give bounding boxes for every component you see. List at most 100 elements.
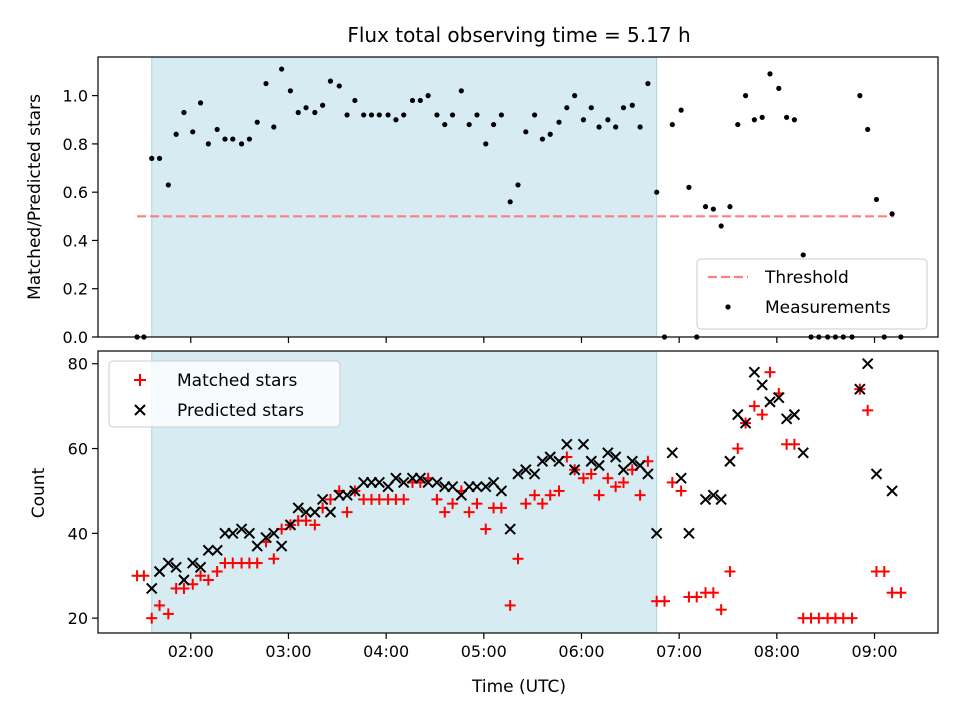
matched-star-point xyxy=(659,595,671,607)
measurement-point xyxy=(580,117,587,123)
matched-star-point xyxy=(732,443,744,455)
legend-predicted-swatch xyxy=(134,404,146,416)
predicted-star-point xyxy=(854,383,866,395)
predicted-star-point xyxy=(536,455,549,467)
measurement-point xyxy=(442,121,448,128)
predicted-star-point xyxy=(650,527,663,540)
measurement-point xyxy=(572,93,578,99)
predicted-star-point xyxy=(170,561,182,573)
measurement-point xyxy=(523,129,529,135)
matched-star-point xyxy=(471,498,483,510)
measurement-point xyxy=(344,112,350,118)
x-tick-label: 05:00 xyxy=(461,642,507,661)
predicted-star-point xyxy=(870,468,883,480)
bottom-plot: 20 40 60 80 02:00 03:00 04:00 05:00 06:00 07:00 08… xyxy=(68,350,939,661)
measurement-point xyxy=(865,126,871,133)
x-axis-label: Time (UTC) xyxy=(471,677,566,697)
matched-star-point xyxy=(610,481,622,493)
matched-star-point xyxy=(504,599,516,611)
measurement-point xyxy=(474,112,480,118)
measurement-point xyxy=(784,114,790,120)
measurement-point xyxy=(156,155,163,161)
predicted-star-point xyxy=(235,523,248,535)
matched-star-point xyxy=(602,472,614,484)
legend-measurement-swatch xyxy=(725,304,731,310)
measurement-point xyxy=(637,124,643,130)
bottom-ylabel: Count xyxy=(29,467,49,518)
predicted-star-point xyxy=(739,417,752,429)
predicted-star-point xyxy=(398,476,410,489)
measurement-point xyxy=(678,107,684,113)
predicted-star-point xyxy=(544,451,556,463)
matched-star-point xyxy=(715,604,727,616)
matched-star-point xyxy=(544,489,556,501)
measurement-point xyxy=(490,121,497,128)
measurement-point xyxy=(173,131,179,137)
x-tick-label: 03:00 xyxy=(265,642,311,661)
measurement-point xyxy=(873,196,880,203)
predicted-star-point xyxy=(577,438,590,451)
measurement-point xyxy=(230,136,236,142)
predicted-star-point xyxy=(284,519,297,531)
matched-star-point xyxy=(520,498,532,510)
y-tick-label: 0.8 xyxy=(63,135,88,154)
predicted-star-point xyxy=(227,527,239,540)
predicted-star-point xyxy=(260,531,272,544)
x-tick-label: 07:00 xyxy=(656,642,702,661)
matched-star-point xyxy=(553,485,565,497)
measurement-point xyxy=(605,117,611,123)
measurement-point xyxy=(238,141,245,147)
chart-title: Flux total observing time = 5.17 h xyxy=(347,23,690,47)
matched-star-point xyxy=(707,587,719,599)
top-plot: 0.0 0.2 0.4 0.6 0.8 1.0 Threshold Measurements xyxy=(63,56,939,347)
matched-star-point xyxy=(895,587,907,599)
y-tick-label: 0.4 xyxy=(63,231,88,250)
measurement-point xyxy=(393,117,399,123)
predicted-star-point xyxy=(480,480,492,493)
matched-star-point xyxy=(439,506,451,518)
measurement-point xyxy=(263,80,269,87)
measurement-point xyxy=(507,199,513,205)
predicted-star-point xyxy=(390,472,402,484)
top-ylabel: Matched/Predicted stars xyxy=(25,94,45,300)
measurement-point xyxy=(539,136,546,142)
measurement-point xyxy=(718,223,724,229)
measurement-point xyxy=(303,105,309,111)
measurement-point xyxy=(702,204,709,210)
measurement-point xyxy=(361,112,367,118)
measurement-point xyxy=(791,117,798,123)
predicted-star-point xyxy=(309,506,321,518)
measurement-point xyxy=(287,88,294,94)
predicted-star-point xyxy=(788,408,801,421)
measurement-point xyxy=(434,112,440,118)
measurement-point xyxy=(556,119,562,125)
x-tick-label: 04:00 xyxy=(363,642,409,661)
matched-star-point xyxy=(634,489,646,501)
matched-star-point xyxy=(195,570,207,582)
predicted-star-point xyxy=(764,396,776,408)
measurement-point xyxy=(417,97,423,104)
axes-frame xyxy=(97,56,939,338)
measurement-point xyxy=(759,114,765,120)
legend-threshold-label: Threshold xyxy=(764,268,849,288)
measurement-point xyxy=(197,100,204,106)
predicted-star-point xyxy=(146,582,158,595)
matched-star-point xyxy=(617,476,629,488)
y-tick-label: 60 xyxy=(68,440,88,459)
matched-star-point xyxy=(577,472,589,484)
measurement-point xyxy=(336,83,342,89)
measurement-point xyxy=(271,124,277,130)
predicted-star-point xyxy=(422,476,434,489)
predicted-star-point xyxy=(431,476,443,489)
predicted-star-point xyxy=(797,447,809,459)
measurement-point xyxy=(246,136,252,142)
y-tick-label: 40 xyxy=(68,524,88,543)
predicted-star-point xyxy=(316,493,329,506)
measurement-point xyxy=(368,112,375,118)
predicted-star-point xyxy=(275,540,288,552)
measurement-point xyxy=(409,97,416,104)
measurement-point xyxy=(710,206,716,212)
x-tick-label: 08:00 xyxy=(754,642,800,661)
legend-box xyxy=(696,258,928,330)
measurement-point xyxy=(483,141,489,147)
